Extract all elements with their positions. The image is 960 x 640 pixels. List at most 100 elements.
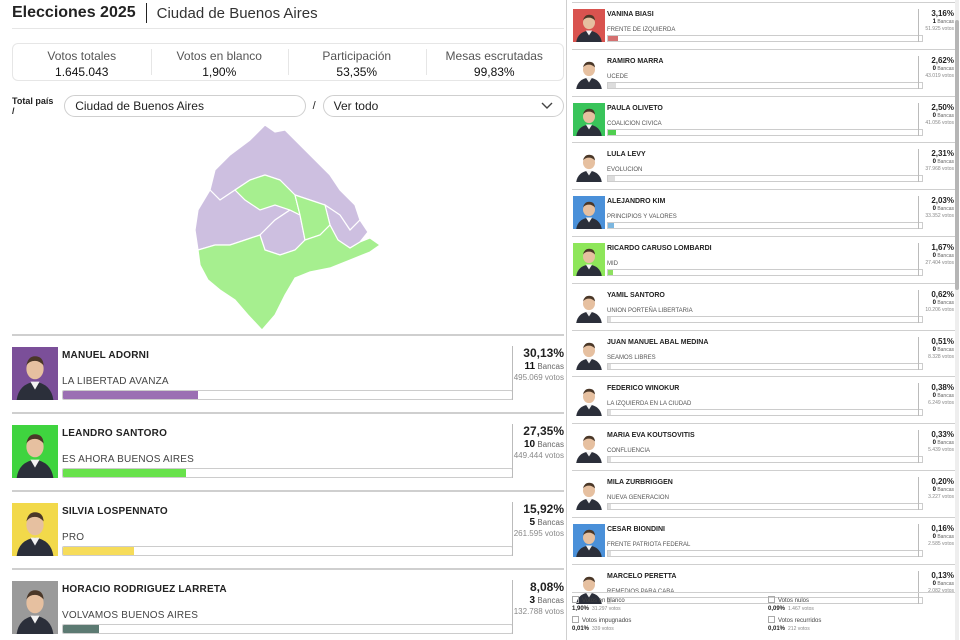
vote-percentage: 2,03% <box>931 196 954 206</box>
result-box: 0,33% 0 Bancas 5.439 votos <box>918 430 954 464</box>
vote-share-bar <box>607 81 923 89</box>
result-box: 2,62% 0 Bancas 43.019 votos <box>918 55 954 89</box>
seats-count: 0 Bancas <box>932 112 954 119</box>
breadcrumb-home-link[interactable]: Total país / <box>12 96 54 116</box>
party-name: SEAMOS LIBRES <box>607 354 656 361</box>
result-box: 30,13% 11 Bancas 495.069 votos <box>512 346 564 400</box>
vote-count: 261.595 votos <box>513 529 564 538</box>
vote-count: 132.788 votos <box>513 607 564 616</box>
main_candidates-row[interactable]: LEANDRO SANTORO ES AHORA BUENOS AIRES 27,3… <box>12 412 564 490</box>
party-name: LA IZQUIERDA EN LA CIUDAD <box>607 401 692 408</box>
seats-count: 0 Bancas <box>932 159 954 166</box>
footer-label: Votos en blanco <box>572 596 762 604</box>
vote-count: 51.925 votos <box>925 26 954 32</box>
header: Elecciones 2025 Ciudad de Buenos Aires <box>12 0 318 26</box>
party-name: UCEDE <box>607 73 629 80</box>
vote-share-bar <box>607 456 923 464</box>
vote-share-bar <box>607 549 923 557</box>
seats-count: 0 Bancas <box>932 206 954 213</box>
vote-share-fill <box>608 457 611 463</box>
vote-share-bar <box>607 269 923 276</box>
seats-count: 1 Bancas <box>932 19 954 25</box>
vote-share-bar <box>607 128 923 136</box>
vote-share-bar <box>62 624 513 634</box>
footer-votes: 339 votos <box>592 626 614 632</box>
main_candidates-row[interactable]: MANUEL ADORNI LA LIBERTAD AVANZA 30,13% 11 … <box>12 334 564 412</box>
seats-count: 0 Bancas <box>932 440 954 447</box>
vote-share-fill <box>608 129 616 135</box>
vote-share-fill <box>608 316 611 322</box>
side_candidates-row[interactable]: JUAN MANUEL ABAL MEDINA SEAMOS LIBRES 0,51… <box>572 329 958 375</box>
district-search-input[interactable]: Ciudad de Buenos Aires <box>64 95 306 117</box>
vote-percentage: 27,35% <box>523 424 564 438</box>
vote-percentage: 0,16% <box>931 523 954 533</box>
main_candidates-row[interactable]: SILVIA LOSPENNATO PRO 15,92% 5 Bancas 261.59… <box>12 490 564 568</box>
main_candidates-row[interactable]: HORACIO RODRIGUEZ LARRETA VOLVAMOS BUENOS… <box>12 568 564 640</box>
vote-count: 37.968 votos <box>925 166 954 173</box>
vote-share-fill <box>608 176 616 182</box>
side_candidates-row[interactable]: ALEJANDRO KIM PRINCIPIOS Y VALORES 2,03% 0 … <box>572 189 958 234</box>
party-name: MID <box>607 261 618 267</box>
stat-votos-blanco: Votos en blanco 1,90% <box>150 44 289 80</box>
vote-count: 5.439 votos <box>928 447 954 454</box>
seats-count: 0 Bancas <box>932 487 954 493</box>
party-name: NUEVA GENERACION <box>607 495 669 501</box>
candidate-name: MARIA EVA KOUTSOVITIS <box>607 432 695 440</box>
candidate-name: HORACIO RODRIGUEZ LARRETA <box>62 584 227 595</box>
candidate-name: YAMIL SANTORO <box>607 291 665 299</box>
result-box: 27,35% 10 Bancas 449.444 votos <box>512 424 564 478</box>
stat-label: Participación <box>322 49 392 63</box>
side_candidates-row[interactable]: YAMIL SANTORO UNION PORTEÑA LIBERTARIA 0,6… <box>572 282 958 328</box>
vote-percentage: 0,38% <box>931 383 954 393</box>
vote-percentage: 2,50% <box>931 102 954 112</box>
commune-select[interactable]: Ver todo <box>322 95 564 117</box>
side_candidates-row[interactable]: MARIA EVA KOUTSOVITIS CONFLUENCIA 0,33% 0 B… <box>572 423 958 468</box>
district-title: Ciudad de Buenos Aires <box>156 4 318 22</box>
map-commune-green-south[interactable] <box>197 224 382 331</box>
footer-value: 0,01% 339 votos <box>572 626 762 632</box>
candidate-photo <box>573 289 605 323</box>
side_candidates-row[interactable]: FEDERICO WINOKUR LA IZQUIERDA EN LA CIUDA… <box>572 376 958 421</box>
side_candidates-row[interactable]: MILA ZURBRIGGEN NUEVA GENERACION 0,20% 0 Ba… <box>572 470 958 515</box>
scrollbar-thumb[interactable] <box>955 20 959 290</box>
side_candidates-row[interactable]: VANINA BIASI FRENTE DE IZQUIERDA 3,16% 1 Ba… <box>572 2 958 47</box>
candidate-photo <box>573 55 605 89</box>
vote-count: 6.249 votos <box>928 400 954 407</box>
footer-votos-recurridos: Votos recurridos 0,01% 212 votos <box>768 616 958 638</box>
caba-results-map[interactable] <box>190 120 390 335</box>
side_candidates-row[interactable]: RICARDO CARUSO LOMBARDI MID 1,67% 0 Bancas 2… <box>572 236 958 281</box>
stat-votos-totales: Votos totales 1.645.043 <box>13 44 151 80</box>
footer-label: Votos nulos <box>768 596 958 604</box>
vote-percentage: 0,62% <box>931 289 954 299</box>
candidate-photo <box>573 196 605 230</box>
candidate-photo <box>573 430 605 464</box>
footer-votes: 212 votos <box>788 626 810 632</box>
candidate-name: SILVIA LOSPENNATO <box>62 506 168 517</box>
scrollbar[interactable] <box>955 0 959 640</box>
stat-mesas: Mesas escrutadas 99,83% <box>425 44 564 80</box>
footer-value: 0,09% 1.467 votos <box>768 606 958 612</box>
footer-pct: 0,09% <box>768 606 786 612</box>
party-name: UNION PORTEÑA LIBERTARIA <box>607 307 693 314</box>
side_candidates-row[interactable]: RAMIRO MARRA UCEDE 2,62% 0 Bancas 43.019 vot… <box>572 48 958 94</box>
stat-value: 1.645.043 <box>55 65 109 79</box>
candidate-photo <box>573 149 605 183</box>
vote-share-bar <box>607 35 923 42</box>
candidate-photo <box>573 477 605 510</box>
stat-value: 1,90% <box>202 65 237 79</box>
vote-count: 27.404 votos <box>925 260 954 266</box>
party-name: EVOLUCION <box>607 167 643 174</box>
side_candidates-row[interactable]: PAULA OLIVETO COALICION CIVICA 2,50% 0 Banc… <box>572 95 958 141</box>
seats-count: 5 Bancas <box>529 517 564 528</box>
vote-share-fill <box>608 363 611 369</box>
candidate-photo <box>12 347 58 400</box>
page-title: Elecciones 2025 <box>12 4 136 21</box>
side_candidates-row[interactable]: CESAR BIONDINI FRENTE PATRIOTA FEDERAL 0,1… <box>572 516 958 562</box>
vote-share-bar <box>607 409 923 417</box>
title-divider <box>145 3 147 23</box>
seats-count: 0 Bancas <box>932 580 954 587</box>
vote-share-bar <box>62 390 513 400</box>
side_candidates-row[interactable]: LULA LEVY EVOLUCION 2,31% 0 Bancas 37.968 vo… <box>572 142 958 187</box>
vote-percentage: 0,13% <box>931 570 954 580</box>
candidate-name: MARCELO PERETTA <box>607 572 677 580</box>
